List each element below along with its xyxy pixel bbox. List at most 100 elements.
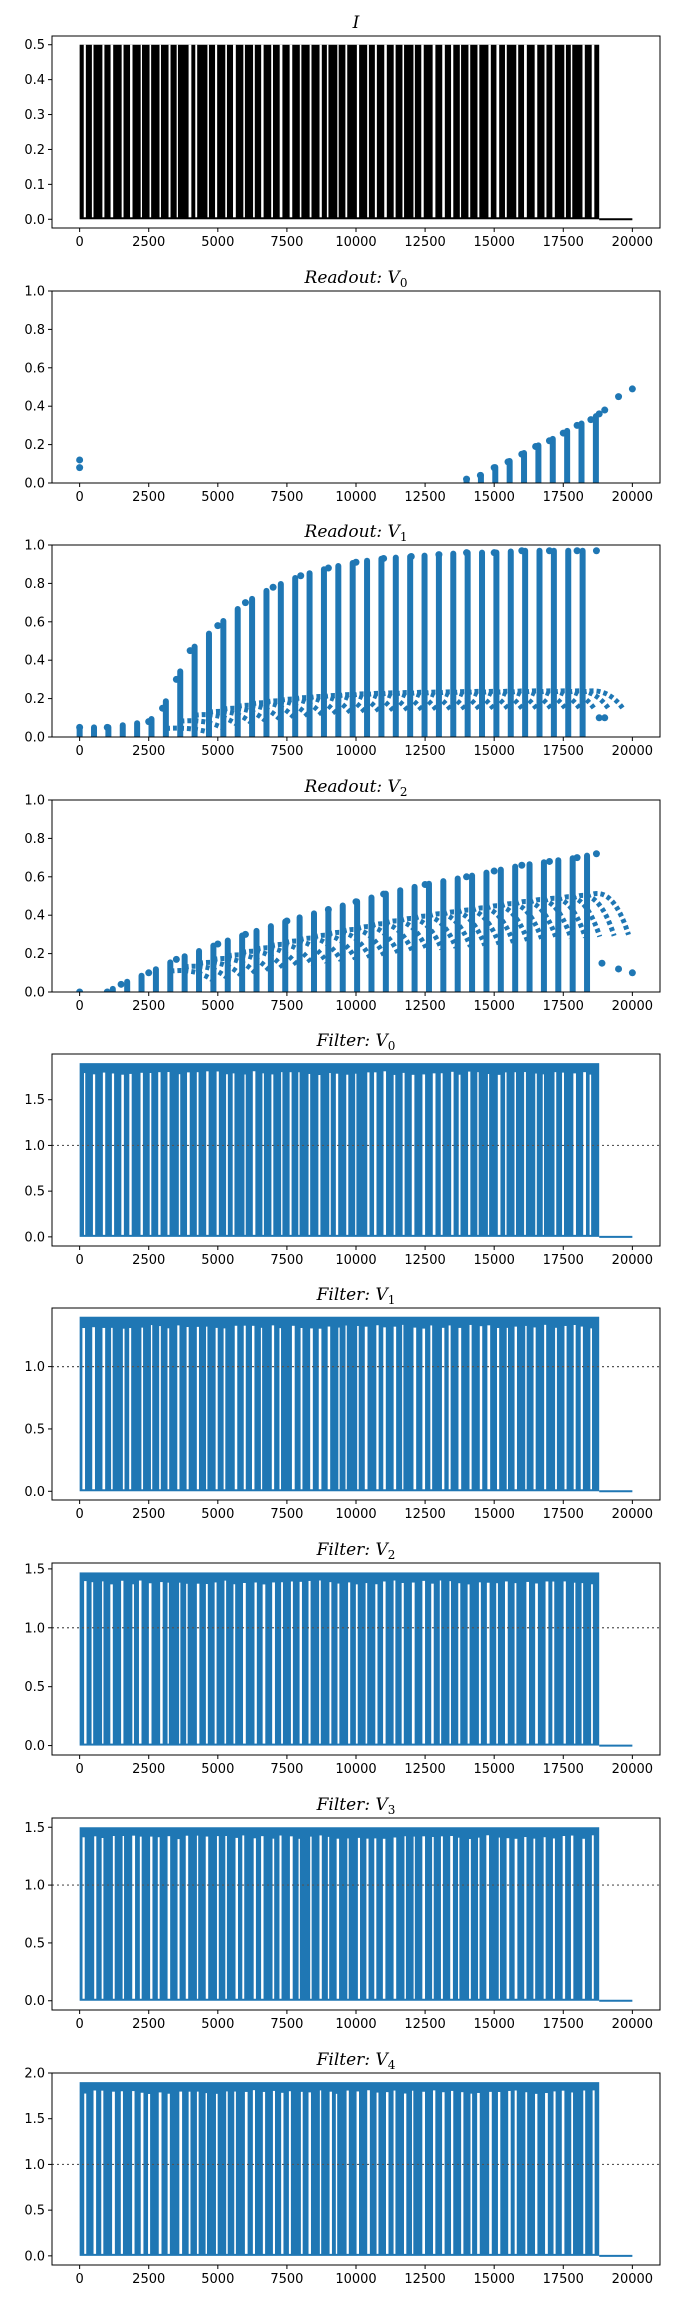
y-axis: 0.0 0.2 0.4 0.6 0.8 1.0 <box>24 539 52 746</box>
pulse-gap <box>383 1581 386 1744</box>
pulse-gap <box>571 2092 574 2254</box>
x-tick-label: 20000 <box>612 1507 653 1522</box>
readout-points <box>76 385 636 483</box>
pulse-gap <box>421 44 424 218</box>
x-tick-label: 7500 <box>270 490 303 505</box>
pulse-gap <box>402 44 405 218</box>
pulse-gap <box>412 2090 414 2254</box>
pulse-gap <box>224 1580 227 1744</box>
data-point <box>297 572 305 580</box>
subplot-title-main: Readout: V <box>304 268 402 288</box>
pulse-gap <box>506 1327 508 1490</box>
subplot-title: Filter: V0 <box>316 1031 396 1053</box>
pulse-gap <box>347 1838 349 1999</box>
pulse-gap <box>225 1836 227 1999</box>
pulse-gap <box>449 1581 451 1744</box>
data-point <box>145 718 153 726</box>
pulse-gap <box>582 1838 585 1999</box>
pulse-gap <box>129 1328 132 1490</box>
pulse-gap <box>102 1327 106 1490</box>
pulse-gap <box>337 44 339 218</box>
readout-decay <box>208 708 253 725</box>
y-axis: 0.0 0.5 1.0 <box>24 1360 52 1500</box>
pulse-gap <box>470 2093 473 2254</box>
pulse-gap <box>206 1326 208 1490</box>
signal-block <box>79 1572 600 1746</box>
pulse-gap <box>288 2091 291 2254</box>
x-tick-label: 10000 <box>335 1253 376 1268</box>
y-tick-label: 0.0 <box>24 1739 45 1754</box>
pulse-gap <box>82 1837 85 1999</box>
pulse-gap <box>244 2091 248 2254</box>
x-tick-label: 12500 <box>404 1253 445 1268</box>
pulse-gap <box>376 1325 379 1490</box>
pulse-gap <box>442 44 445 218</box>
pulse-gap <box>196 1326 199 1490</box>
pulse-gap <box>327 1836 330 1999</box>
data-point <box>269 583 277 591</box>
pulse-gap <box>411 1074 415 1235</box>
pulse-gap <box>374 1838 377 1999</box>
signal-block <box>79 1827 600 2001</box>
pulse-gap <box>242 1835 245 1999</box>
data-point <box>145 969 153 977</box>
pulse-gap <box>140 2092 144 2254</box>
pulse-gap <box>383 1327 386 1490</box>
pulse-gap <box>148 1583 152 1744</box>
readout-decay <box>366 690 411 714</box>
pulse-gap <box>309 44 312 218</box>
pulse-gap <box>300 2091 303 2254</box>
readout-decay <box>485 903 531 943</box>
pulse-gap <box>348 1582 351 1744</box>
pulse-gap <box>525 2092 528 2254</box>
pulse-gap <box>120 2091 123 2254</box>
pulse-gap <box>364 1326 368 1490</box>
readout-decay <box>308 693 354 716</box>
pulse-gap <box>504 44 507 218</box>
x-tick-label: 0 <box>75 1762 83 1777</box>
pulse-gap <box>205 1836 209 1999</box>
x-tick-label: 15000 <box>474 1507 515 1522</box>
data-point <box>518 861 526 869</box>
y-tick-label: 0.4 <box>24 909 45 924</box>
pulse-gap <box>110 1584 113 1744</box>
data-point <box>159 704 167 712</box>
pulse-gap <box>215 2093 218 2254</box>
readout-decay <box>399 916 444 951</box>
pulse-gap <box>583 2090 586 2254</box>
plot-area <box>52 1827 660 2002</box>
pulse-gap <box>591 1584 593 1744</box>
pulse-gap <box>479 1326 483 1490</box>
y-axis: 0.0 0.2 0.4 0.6 0.8 1.0 <box>24 285 52 492</box>
pulse-gap <box>335 2093 338 2254</box>
pulse-gap <box>262 1584 266 1744</box>
data-point <box>463 549 471 557</box>
pulse-gap <box>167 1072 170 1235</box>
pulse-gap <box>478 1837 480 1999</box>
pulse-gap <box>279 44 283 218</box>
pulse-gap <box>413 1836 415 1999</box>
subplot-title-main: Filter: V <box>316 1031 390 1051</box>
pulse-gap <box>561 2090 565 2254</box>
y-tick-label: 0.0 <box>24 477 45 492</box>
pulse-gap <box>430 1325 433 1490</box>
pulse-gap <box>543 1837 546 1999</box>
pulse-gap <box>458 1074 461 1235</box>
pulse-gap <box>382 1838 386 1999</box>
x-tick-label: 20000 <box>612 999 653 1014</box>
data-point <box>592 547 600 555</box>
pulse-gap <box>179 1582 181 1744</box>
readout-decay <box>255 945 301 968</box>
pulse-gap <box>251 1325 255 1490</box>
pulse-gap <box>168 44 171 218</box>
pulse-gap <box>178 1074 181 1235</box>
data-point <box>545 547 553 555</box>
pulse-gap <box>478 1582 481 1744</box>
x-tick-label: 2500 <box>132 2272 165 2287</box>
data-point <box>463 873 471 881</box>
data-point <box>573 547 581 555</box>
pulse-gap <box>167 2093 170 2254</box>
pulse-gap <box>422 1074 426 1235</box>
x-tick-label: 15000 <box>474 1762 515 1777</box>
